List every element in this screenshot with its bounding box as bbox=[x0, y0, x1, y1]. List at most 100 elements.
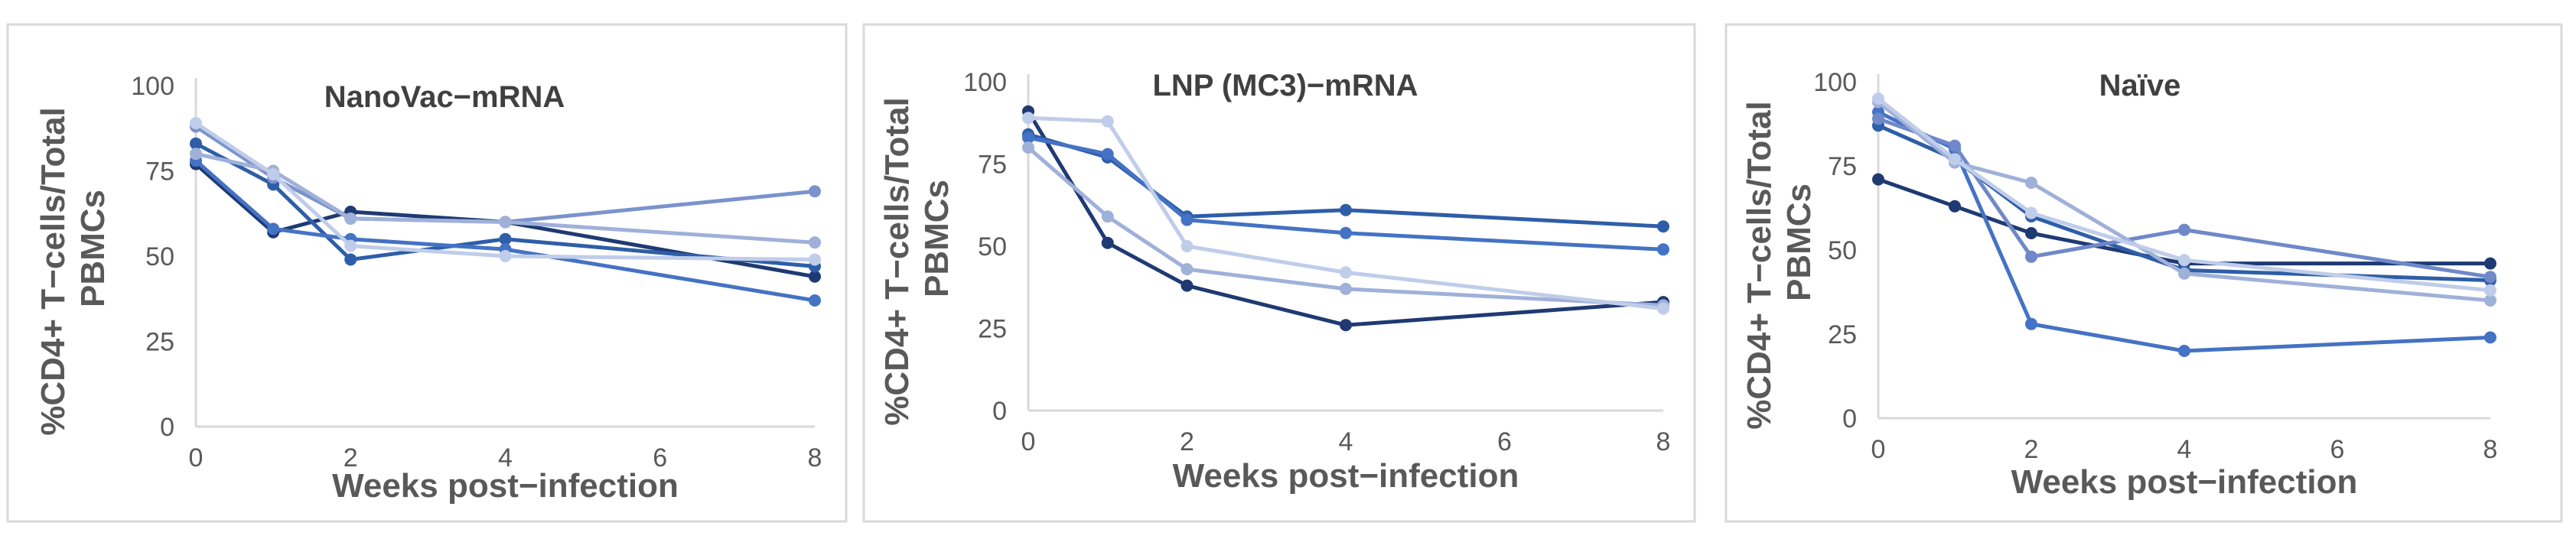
x-tick-label: 0 bbox=[1871, 435, 1886, 464]
x-tick-label: 6 bbox=[653, 443, 667, 472]
data-point bbox=[499, 250, 512, 262]
y-tick-label: 50 bbox=[978, 232, 1007, 261]
y-tick-label: 0 bbox=[992, 397, 1007, 426]
data-point bbox=[1181, 213, 1194, 226]
data-point bbox=[2025, 177, 2037, 189]
data-point bbox=[190, 148, 202, 161]
data-point bbox=[809, 253, 821, 266]
series-3 bbox=[1022, 132, 1669, 256]
chart-frame bbox=[1724, 23, 2563, 523]
data-point bbox=[1340, 226, 1352, 239]
data-point bbox=[809, 185, 821, 198]
data-point bbox=[2178, 267, 2190, 280]
data-point bbox=[1022, 132, 1034, 144]
data-point bbox=[1101, 115, 1114, 128]
y-axis-label-line1: %CD4+ T−cells/Total bbox=[1741, 101, 1778, 430]
y-axis-label-line1: %CD4+ T−cells/Total bbox=[34, 107, 72, 436]
y-tick-label: 0 bbox=[1842, 404, 1857, 433]
data-point bbox=[2178, 345, 2190, 357]
series-6 bbox=[190, 117, 821, 266]
data-point bbox=[1340, 282, 1352, 295]
x-tick-label: 0 bbox=[1021, 427, 1036, 456]
data-point bbox=[499, 232, 512, 245]
y-tick-label: 100 bbox=[963, 68, 1007, 97]
data-point bbox=[267, 167, 280, 180]
chart-title: LNP (MC3)−mRNA bbox=[1152, 69, 1418, 102]
x-tick-label: 8 bbox=[1656, 427, 1671, 456]
data-point bbox=[190, 137, 202, 150]
chart-panel-naive: 0 25 50 75 100 0 2 4 6 8 Naïve Weeks post−infection… bbox=[1723, 0, 2565, 539]
x-tick-label: 0 bbox=[189, 443, 204, 472]
x-axis-label: Weeks post−infection bbox=[332, 467, 679, 505]
data-point bbox=[1872, 112, 1884, 125]
data-point bbox=[1181, 279, 1194, 292]
series-6 bbox=[1872, 93, 2496, 297]
series-5 bbox=[190, 148, 821, 249]
y-tick-label: 25 bbox=[1828, 320, 1857, 349]
y-axis-label-line2: PBMCs bbox=[1780, 183, 1818, 301]
x-axis-label: Weeks post−infection bbox=[2011, 463, 2358, 501]
data-point bbox=[344, 239, 357, 252]
data-point bbox=[1181, 263, 1194, 276]
data-point bbox=[2178, 223, 2190, 236]
y-axis-label-line2: PBMCs bbox=[918, 180, 956, 297]
y-tick-label: 50 bbox=[145, 242, 174, 271]
data-point bbox=[809, 270, 821, 283]
y-axis-label-line2: PBMCs bbox=[74, 190, 112, 307]
y-tick-label: 25 bbox=[145, 328, 174, 357]
data-point bbox=[1101, 148, 1114, 161]
y-tick-label: 100 bbox=[1813, 68, 1857, 97]
x-tick-label: 4 bbox=[2177, 435, 2192, 464]
y-tick-label: 75 bbox=[1828, 152, 1857, 181]
data-point bbox=[2025, 317, 2037, 330]
x-tick-label: 8 bbox=[2483, 435, 2498, 464]
data-point bbox=[344, 253, 357, 266]
data-point bbox=[190, 117, 202, 130]
data-point bbox=[499, 216, 512, 229]
chart-panel-lnp: 0 25 50 75 100 0 2 4 6 8 LNP (MC3)−mRNA Weeks post−… bbox=[861, 0, 1698, 539]
x-tick-label: 4 bbox=[1339, 427, 1353, 456]
x-tick-label: 6 bbox=[1497, 427, 1512, 456]
data-point bbox=[1657, 220, 1669, 233]
chart-svg: 0 25 50 75 100 0 2 4 6 8 NanoVac−mRNA Weeks post−in… bbox=[6, 23, 848, 523]
data-point bbox=[1101, 210, 1114, 223]
y-tick-label: 25 bbox=[978, 315, 1007, 344]
data-point bbox=[2484, 271, 2496, 284]
chart-svg: 0 25 50 75 100 0 2 4 6 8 LNP (MC3)−mRNA Weeks post−… bbox=[862, 23, 1696, 523]
data-point bbox=[1340, 203, 1352, 216]
data-point bbox=[267, 222, 280, 235]
series-5 bbox=[1022, 112, 1669, 315]
data-point bbox=[1949, 139, 1961, 152]
x-tick-label: 6 bbox=[2330, 435, 2345, 464]
data-point bbox=[1657, 302, 1669, 315]
data-point bbox=[1181, 240, 1194, 252]
data-point bbox=[1022, 112, 1034, 125]
data-point bbox=[809, 236, 821, 249]
x-tick-label: 2 bbox=[1180, 427, 1194, 456]
data-point bbox=[1657, 243, 1669, 256]
y-tick-label: 75 bbox=[978, 151, 1007, 180]
y-tick-label: 75 bbox=[145, 157, 174, 187]
y-tick-label: 0 bbox=[160, 413, 174, 442]
data-point bbox=[2484, 284, 2496, 297]
data-point bbox=[2025, 206, 2037, 219]
data-point bbox=[1340, 266, 1352, 279]
chart-svg: 0 25 50 75 100 0 2 4 6 8 Naïve Weeks post−infection… bbox=[1724, 23, 2563, 523]
chart-frame bbox=[6, 23, 848, 523]
x-tick-label: 2 bbox=[2024, 435, 2039, 464]
data-point bbox=[2025, 227, 2037, 239]
series-3 bbox=[190, 154, 821, 307]
data-point bbox=[1101, 236, 1114, 249]
chart-title: NanoVac−mRNA bbox=[324, 80, 565, 114]
data-point bbox=[1872, 173, 1884, 186]
chart-panel-nanovac: 0 25 50 75 100 0 2 4 6 8 NanoVac−mRNA Weeks post−in… bbox=[5, 0, 849, 539]
x-tick-label: 2 bbox=[344, 443, 358, 472]
y-axis-label-line1: %CD4+ T−cells/Total bbox=[878, 97, 916, 426]
data-point bbox=[1022, 141, 1034, 154]
data-point bbox=[1340, 319, 1352, 332]
data-point bbox=[2484, 294, 2496, 307]
data-point bbox=[2178, 254, 2190, 267]
chart-title: Naïve bbox=[2099, 69, 2181, 102]
data-point bbox=[2484, 257, 2496, 270]
y-tick-label: 100 bbox=[131, 72, 174, 101]
